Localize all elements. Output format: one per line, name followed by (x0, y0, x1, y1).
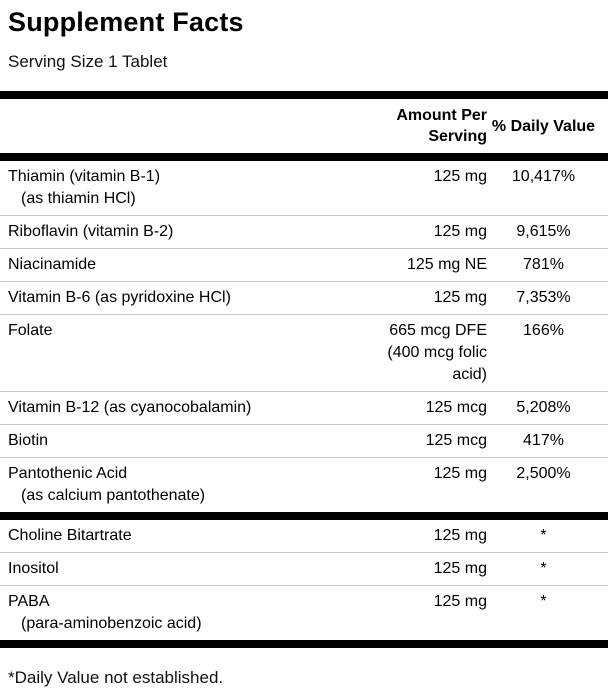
nutrient-name-cell: Thiamin (vitamin B-1) (as thiamin HCl) (8, 166, 337, 210)
table-row: Biotin 125 mcg 417% (0, 424, 608, 457)
thick-rule-bottom (0, 640, 608, 648)
table-row: Riboflavin (vitamin B-2) 125 mg 9,615% (0, 215, 608, 248)
nutrient-amount: 125 mg NE (406, 256, 487, 273)
nutrient-name: Inositol (8, 560, 59, 577)
nutrient-amount: 125 mg (433, 168, 487, 185)
nutrient-daily-value: 166% (523, 322, 564, 339)
other-ingredients-section: Choline Bitartrate 125 mg * Inositol 125… (0, 520, 608, 640)
table-row: Vitamin B-12 (as cyanocobalamin) 125 mcg… (0, 391, 608, 424)
table-row: Thiamin (vitamin B-1) (as thiamin HCl) 1… (0, 161, 608, 215)
nutrient-name: Pantothenic Acid (8, 465, 128, 482)
nutrient-name-cell: Choline Bitartrate (8, 525, 337, 547)
nutrient-subname: (para-aminobenzoic acid) (21, 615, 202, 632)
serving-size: Serving Size 1 Tablet (8, 52, 168, 71)
daily-value-footnote: *Daily Value not established. (8, 668, 224, 687)
nutrient-name: Choline Bitartrate (8, 527, 132, 544)
nutrient-name-cell: Vitamin B-12 (as cyanocobalamin) (8, 397, 337, 419)
nutrient-name: Folate (8, 322, 53, 339)
nutrient-name-cell: Niacinamide (8, 254, 337, 276)
table-row: PABA (para-aminobenzoic acid) 125 mg * (0, 585, 608, 640)
nutrient-amount: 125 mg (433, 560, 487, 577)
nutrient-amount: 125 mg (433, 465, 487, 482)
vitamins-section: Thiamin (vitamin B-1) (as thiamin HCl) 1… (0, 161, 608, 512)
nutrient-amount: 125 mg (433, 527, 487, 544)
table-row: Vitamin B-6 (as pyridoxine HCl) 125 mg 7… (0, 281, 608, 314)
nutrient-daily-value: * (540, 560, 547, 577)
table-row: Pantothenic Acid (as calcium pantothenat… (0, 457, 608, 512)
thick-rule-section (0, 512, 608, 520)
nutrient-name-cell: Pantothenic Acid (as calcium pantothenat… (8, 463, 337, 507)
nutrient-name: PABA (8, 593, 50, 610)
nutrient-daily-value: 417% (523, 432, 564, 449)
table-header-row: Amount Per Serving % Daily Value (0, 99, 608, 153)
nutrient-amount: 125 mcg (425, 432, 487, 449)
nutrient-daily-value: * (540, 527, 547, 544)
table-row: Folate 665 mcg DFE (400 mcg folic acid) … (0, 314, 608, 391)
nutrient-amount: 125 mg (433, 289, 487, 306)
nutrient-subname: (as thiamin HCl) (21, 190, 136, 207)
nutrient-name: Biotin (8, 432, 49, 449)
nutrient-subname: (as calcium pantothenate) (21, 487, 206, 504)
nutrient-daily-value: 10,417% (511, 168, 576, 185)
label-title: Supplement Facts (8, 7, 244, 37)
table-row: Choline Bitartrate 125 mg * (0, 520, 608, 552)
column-header-daily-value: % Daily Value (491, 117, 596, 135)
thick-rule-header (0, 153, 608, 161)
nutrient-daily-value: 9,615% (516, 223, 571, 240)
nutrient-name: Vitamin B-12 (as cyanocobalamin) (8, 399, 252, 416)
nutrient-daily-value: 2,500% (516, 465, 571, 482)
nutrient-amount: 665 mcg DFE (400 mcg folic acid) (387, 322, 487, 383)
nutrient-name-cell: Biotin (8, 430, 337, 452)
nutrient-daily-value: 781% (523, 256, 564, 273)
nutrient-name-cell: Riboflavin (vitamin B-2) (8, 221, 337, 243)
thick-rule-top (0, 91, 608, 99)
nutrient-name: Vitamin B-6 (as pyridoxine HCl) (8, 289, 231, 306)
nutrient-name: Niacinamide (8, 256, 97, 273)
nutrient-name-cell: Folate (8, 320, 337, 342)
table-row: Niacinamide 125 mg NE 781% (0, 248, 608, 281)
nutrient-name-cell: Inositol (8, 558, 337, 580)
nutrient-amount: 125 mg (433, 223, 487, 240)
nutrient-name-cell: PABA (para-aminobenzoic acid) (8, 591, 337, 635)
nutrient-name-cell: Vitamin B-6 (as pyridoxine HCl) (8, 287, 337, 309)
nutrient-daily-value: 7,353% (516, 289, 571, 306)
nutrient-name: Riboflavin (vitamin B-2) (8, 223, 174, 240)
table-row: Inositol 125 mg * (0, 552, 608, 585)
nutrient-daily-value: * (540, 593, 547, 610)
nutrient-amount: 125 mcg (425, 399, 487, 416)
nutrient-amount: 125 mg (433, 593, 487, 610)
column-header-amount: Amount Per Serving (396, 107, 487, 145)
nutrient-name: Thiamin (vitamin B-1) (8, 168, 161, 185)
nutrient-daily-value: 5,208% (516, 399, 571, 416)
